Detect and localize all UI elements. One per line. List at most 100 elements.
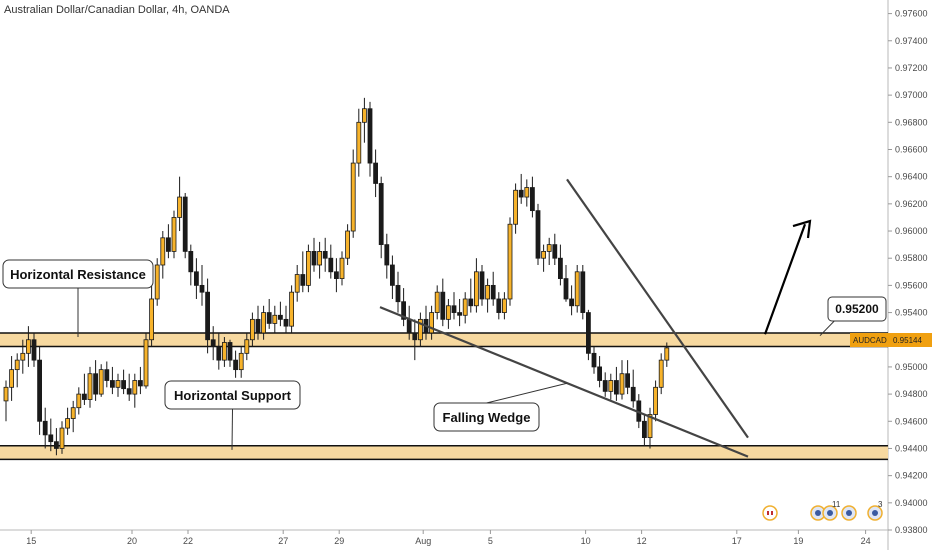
candle-body [591,352,597,368]
candle [569,285,574,316]
price-tick-label: 0.96400 [895,172,928,182]
candle [653,380,658,422]
candle [110,366,115,395]
candle-body [266,312,272,324]
resistance-callout[interactable]: Horizontal Resistance [2,259,154,338]
candle [65,407,70,435]
candle [339,251,345,286]
time-tick-label: 29 [334,536,344,546]
candle [193,258,199,299]
candle [205,278,211,354]
wedge-lower-trendline[interactable] [379,306,749,458]
candle [630,369,636,408]
candle [451,292,457,320]
candle [373,149,379,198]
price-tick-label: 0.97200 [895,63,928,73]
time-tick-label: 10 [581,536,591,546]
candle [328,244,334,279]
last-price-axis-tag: 0.95144 [890,333,932,347]
target-arrow-line[interactable] [763,223,807,335]
candle [457,298,463,327]
price-tick-label: 0.96600 [895,144,928,154]
event-icon[interactable]: 11 [822,500,841,521]
price-tick-label: 0.97000 [895,90,928,100]
candle [602,372,608,397]
candle [54,428,59,456]
candle-body [490,284,496,300]
time-tick-label: 5 [488,536,493,546]
event-icon[interactable]: 3 [867,500,883,521]
candle-body [143,339,149,387]
candle [48,418,54,452]
target-level-label[interactable]: 0.95200 [819,296,887,337]
candle [115,373,121,397]
candle-body [339,257,345,279]
time-tick-label: 20 [127,536,137,546]
candle [518,173,524,204]
wedge-upper-trendline[interactable] [566,178,749,439]
candle [182,192,188,259]
candle-body [333,271,339,279]
candle [434,285,440,320]
candle [233,350,239,378]
price-tick-label: 0.97600 [895,9,928,19]
candle-body [378,183,384,246]
candle-body [501,298,507,313]
candle [137,366,143,395]
support-zone[interactable] [0,445,888,460]
candle-body [367,108,373,164]
candle-body [283,318,289,327]
target-level-box [827,296,887,322]
candle-body [87,373,93,400]
candle [322,237,328,272]
candle-body [630,386,636,402]
price-tick-label: 0.96200 [895,199,928,209]
candle [199,265,205,306]
candle [608,373,614,400]
candle-body [221,342,227,361]
candle-body [530,187,535,212]
flag-icon[interactable] [762,505,778,521]
candle-body [586,312,591,354]
price-tick-label: 0.96800 [895,117,928,127]
wedge-callout[interactable]: Falling Wedge [433,382,568,432]
candle-body [3,386,9,402]
support-callout[interactable]: Horizontal Support [164,380,301,450]
candle-body [468,298,474,307]
candle-body [249,318,255,341]
price-tick-label: 0.95400 [895,308,928,318]
candle-body [300,274,306,286]
candle [580,265,586,320]
last-price-tag: AUDCAD [850,333,902,347]
time-axis[interactable]: 15 20 22 27 29 Aug 5 10 12 17 19 24 [26,530,871,546]
candle-body [619,373,625,395]
candle [485,278,491,313]
candle-body [373,162,379,184]
candle-body [541,251,546,259]
support-callout-text: Horizontal Support [174,388,292,403]
candle-body [518,189,524,198]
candle-body [305,251,311,286]
candle-body [434,291,440,313]
candles-layer [3,97,670,456]
candle [586,309,591,361]
candle-body [445,305,451,320]
candle-body [535,210,541,259]
event-count: 11 [832,500,841,509]
price-tick-label: 0.94400 [895,443,928,453]
candle [126,373,132,401]
resistance-zone[interactable] [0,332,888,347]
candle-body [580,271,586,313]
candle-body [345,230,351,259]
event-icon[interactable] [841,505,857,521]
resistance-callout-text: Horizontal Resistance [10,267,146,282]
candle-body [115,380,121,388]
candle-body [429,312,435,334]
candle-body [653,386,658,415]
candle-body [255,318,261,334]
candle [490,271,496,306]
candle-body [322,251,328,259]
candle [165,224,171,259]
price-axis[interactable]: 0.97600 0.97400 0.97200 0.97000 0.96800 0.966… [888,9,928,535]
